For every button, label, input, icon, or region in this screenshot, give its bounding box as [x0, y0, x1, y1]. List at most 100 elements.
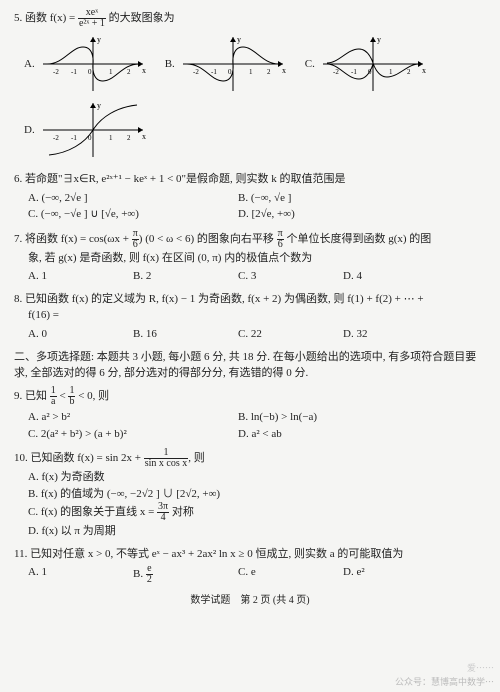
watermark: 公众号：慧博高中数学⋯: [395, 675, 494, 688]
svg-text:-1: -1: [211, 68, 217, 76]
page-footer: 数学试题 第 2 页 (共 4 页): [14, 591, 486, 606]
svg-text:-2: -2: [333, 68, 339, 76]
question-11: 11. 已知对任意 x > 0, 不等式 eˣ − ax³ + 2ax² ln …: [14, 546, 486, 586]
question-5: 5. 函数 f(x) = xeˣe²ˣ + 1 的大致图象为 A. xy -2-…: [14, 8, 486, 165]
svg-text:1: 1: [249, 68, 253, 76]
question-7: 7. 将函数 f(x) = cos(ωx + π6) (0 < ω < 6) 的…: [14, 229, 486, 285]
q9-options: A. a² > b² B. ln(−b) > ln(−a) C. 2(a² + …: [28, 409, 486, 442]
q11-text: 已知对任意 x > 0, 不等式 eˣ − ax³ + 2ax² ln x ≥ …: [30, 548, 403, 560]
q9-text-b: <: [57, 390, 69, 402]
svg-text:-2: -2: [53, 134, 59, 142]
q10-number: 10.: [14, 452, 28, 464]
q9-frac1: 1a: [50, 386, 57, 407]
q7-opt-c: C. 3: [238, 268, 343, 285]
svg-text:x: x: [142, 132, 146, 141]
q7-opt-d: D. 4: [343, 268, 448, 285]
q7-text-a: 将函数 f(x) = cos(ωx +: [25, 233, 132, 245]
question-10: 10. 已知函数 f(x) = sin 2x + 1sin x cos x, 则…: [14, 448, 486, 540]
q6-options: A. (−∞, 2√e ] B. (−∞, √e ] C. (−∞, −√e ]…: [28, 190, 486, 223]
q10-frac: 1sin x cos x: [144, 448, 189, 469]
q10-opt-a: A. f(x) 为奇函数: [28, 469, 486, 486]
q7-text-d: 象, 若 g(x) 是奇函数, 则 f(x) 在区间 (0, π) 内的极值点个…: [28, 250, 486, 267]
svg-text:y: y: [377, 35, 381, 44]
section-2-header: 二、多项选择题: 本题共 3 小题, 每小题 6 分, 共 18 分. 在每小题…: [14, 348, 486, 380]
q7-opt-b: B. 2: [133, 268, 238, 285]
q7-options: A. 1 B. 2 C. 3 D. 4: [28, 268, 486, 285]
q5-option-b: B. xy -2-1012: [165, 33, 287, 95]
q5-label-d: D.: [24, 122, 35, 139]
q6-number: 6.: [14, 173, 22, 185]
q11-number: 11.: [14, 548, 27, 560]
q5-option-d: D. x y -2 -1 0 1 2: [24, 99, 147, 161]
q11-opt-b: B. e2: [133, 564, 238, 585]
q7-opt-a: A. 1: [28, 268, 133, 285]
q5-graph-c: xy -2-1012: [319, 33, 427, 95]
svg-text:1: 1: [109, 134, 113, 142]
q5-text-b: 的大致图象为: [109, 12, 175, 24]
q7-number: 7.: [14, 233, 22, 245]
q5-label-a: A.: [24, 56, 35, 73]
q10-text-b: , 则: [188, 452, 205, 464]
q11-opt-d: D. e²: [343, 564, 448, 585]
svg-text:0: 0: [88, 134, 92, 142]
svg-text:-1: -1: [71, 134, 77, 142]
svg-text:-2: -2: [193, 68, 199, 76]
svg-text:y: y: [97, 35, 101, 44]
svg-text:1: 1: [109, 68, 113, 76]
q6-opt-c: C. (−∞, −√e ] ∪ [√e, +∞): [28, 206, 238, 223]
svg-text:2: 2: [127, 134, 131, 142]
q8-opt-d: D. 32: [343, 326, 448, 343]
svg-text:-1: -1: [351, 68, 357, 76]
q10-options: A. f(x) 为奇函数 B. f(x) 的值域为 (−∞, −2√2 ] ∪ …: [28, 469, 486, 540]
svg-text:2: 2: [267, 68, 271, 76]
q6-opt-d: D. [2√e, +∞): [238, 206, 448, 223]
watermark-top: 爱⋯⋯: [467, 661, 494, 674]
q9-text-c: < 0, 则: [75, 390, 109, 402]
svg-text:1: 1: [389, 68, 393, 76]
q9-opt-d: D. a² < ab: [238, 426, 448, 443]
svg-text:0: 0: [88, 68, 92, 76]
q10-text-a: 已知函数 f(x) = sin 2x +: [31, 452, 144, 464]
q11-opt-c: C. e: [238, 564, 343, 585]
svg-text:-2: -2: [53, 68, 59, 76]
q8-number: 8.: [14, 293, 22, 305]
q5-text-a: 函数 f(x) =: [25, 12, 78, 24]
svg-text:x: x: [422, 66, 426, 75]
q5-option-c: C. xy -2-1012: [305, 33, 427, 95]
svg-text:y: y: [97, 101, 101, 110]
q5-label-b: B.: [165, 56, 175, 73]
q9-opt-b: B. ln(−b) > ln(−a): [238, 409, 448, 426]
question-8: 8. 已知函数 f(x) 的定义域为 R, f(x) − 1 为奇函数, f(x…: [14, 291, 486, 343]
q6-opt-b: B. (−∞, √e ]: [238, 190, 448, 207]
q7-frac1: π6: [132, 229, 139, 250]
svg-text:2: 2: [127, 68, 131, 76]
q7-frac2: π6: [277, 229, 284, 250]
q5-option-a: A. x y -2 -1 0 1 2: [24, 33, 147, 95]
q8-opt-a: A. 0: [28, 326, 133, 343]
q8-text-a: 已知函数 f(x) 的定义域为 R, f(x) − 1 为奇函数, f(x + …: [25, 293, 424, 305]
q10-opt-b: B. f(x) 的值域为 (−∞, −2√2 ] ∪ [2√2, +∞): [28, 486, 486, 503]
q8-text-b: f(16) =: [28, 307, 486, 324]
svg-text:x: x: [282, 66, 286, 75]
q9-opt-a: A. a² > b²: [28, 409, 238, 426]
q5-graph-d: x y -2 -1 0 1 2: [39, 99, 147, 161]
q5-graph-options: A. x y -2 -1 0 1 2 B. x y -2 -1 0 1 2 C.: [24, 33, 486, 165]
q10-opt-d: D. f(x) 以 π 为周期: [28, 523, 486, 540]
q8-options: A. 0 B. 16 C. 22 D. 32: [28, 326, 486, 343]
question-9: 9. 已知 1a < 1b < 0, 则 A. a² > b² B. ln(−b…: [14, 386, 486, 442]
q9-number: 9.: [14, 390, 22, 402]
q5-label-c: C.: [305, 56, 315, 73]
q5-graph-b: xy -2-1012: [179, 33, 287, 95]
q7-text-b: ) (0 < ω < 6) 的图象向右平移: [139, 233, 277, 245]
q9-opt-c: C. 2(a² + b²) > (a + b)²: [28, 426, 238, 443]
svg-text:2: 2: [407, 68, 411, 76]
q11-opt-a: A. 1: [28, 564, 133, 585]
svg-text:-1: -1: [71, 68, 77, 76]
svg-text:y: y: [237, 35, 241, 44]
q8-opt-c: C. 22: [238, 326, 343, 343]
q7-text-c: 个单位长度得到函数 g(x) 的图: [284, 233, 432, 245]
q5-graph-a: x y -2 -1 0 1 2: [39, 33, 147, 95]
q6-opt-a: A. (−∞, 2√e ]: [28, 190, 238, 207]
q6-text: 若命题"∃x∈R, e²ˣ⁺¹ − keˣ + 1 < 0"是假命题, 则实数 …: [25, 173, 346, 185]
svg-text:x: x: [142, 66, 146, 75]
